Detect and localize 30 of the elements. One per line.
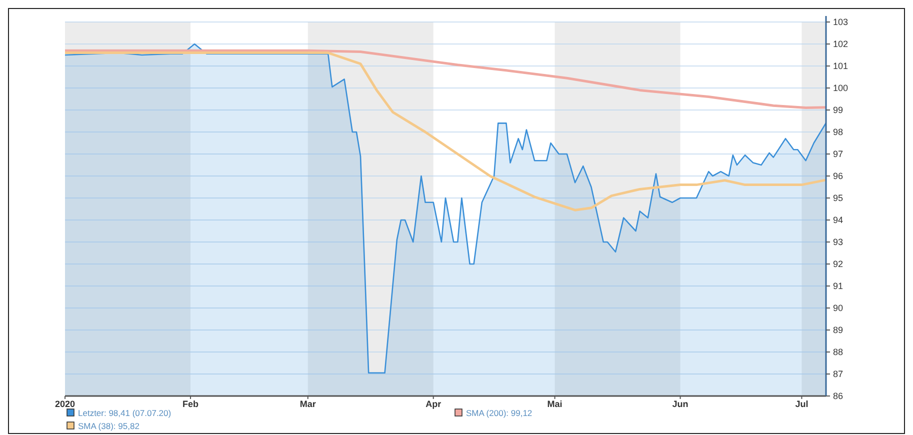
y-tick-label: 98: [833, 127, 844, 138]
y-tick-label: 92: [833, 259, 844, 270]
y-tick-label: 88: [833, 347, 844, 358]
y-tick-label: 86: [833, 391, 844, 402]
y-tick-label: 103: [833, 17, 848, 28]
x-tick-label: Mai: [547, 399, 562, 409]
y-tick-label: 101: [833, 61, 848, 72]
y-tick-label: 99: [833, 105, 844, 116]
x-tick-label: Apr: [426, 399, 442, 409]
y-tick-label: 93: [833, 237, 844, 248]
line-series: [64, 52, 828, 212]
x-tick-label: 2020: [54, 399, 76, 409]
y-tick-label: 102: [833, 39, 848, 50]
y-tick-label: 87: [833, 369, 844, 380]
x-tick-label: Jun: [672, 399, 688, 409]
legend-label: SMA (38): 95,82: [78, 420, 140, 431]
y-tick-label: 91: [833, 281, 844, 292]
y-tick-label: 95: [833, 193, 844, 204]
y-tick-label: 90: [833, 303, 844, 314]
y-tick-label: 89: [833, 325, 844, 336]
y-tick-label: 100: [833, 83, 848, 94]
x-tick-label: Feb: [182, 399, 199, 409]
legend-label: SMA (200): 99,12: [466, 408, 532, 418]
x-tick-label: Jul: [795, 399, 808, 409]
y-tick-label: 94: [833, 215, 844, 226]
x-tick-label: Mar: [300, 399, 316, 409]
y-tick-label: 96: [833, 171, 844, 182]
legend-label: Letzter: 98,41 (07.07.20): [78, 408, 172, 418]
line-series: [64, 49, 828, 110]
y-tick-label: 97: [833, 149, 844, 160]
